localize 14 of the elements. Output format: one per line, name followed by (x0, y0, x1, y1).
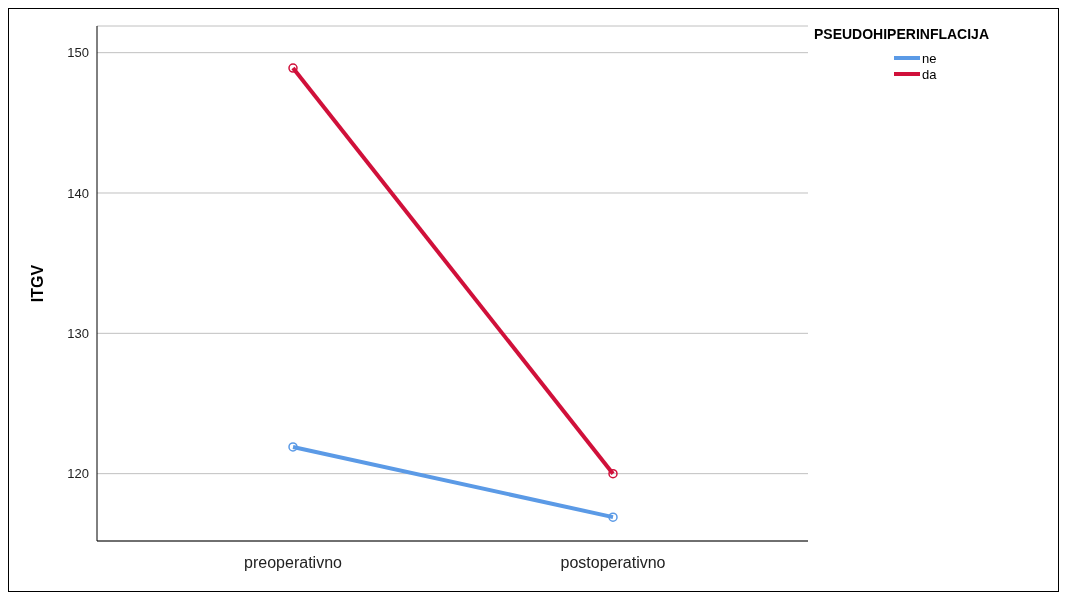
y-axis-title: ITGV (28, 264, 46, 303)
point (288, 442, 298, 452)
y-tick-label: 140 (67, 185, 89, 201)
y-tick-label: 150 (67, 45, 89, 61)
point (608, 512, 618, 522)
legend-label: ne (922, 50, 937, 66)
legend-title: PSEUDOHIPERINFLACIJA (814, 26, 991, 42)
y-tick-label: 120 (67, 466, 89, 482)
x-tick-label: postoperativno (560, 554, 666, 572)
point (608, 468, 618, 479)
point (288, 63, 298, 73)
x-tick-label: preoperativno (244, 554, 343, 572)
y-tick-label: 130 (67, 325, 89, 341)
legend-label: da (922, 66, 937, 82)
